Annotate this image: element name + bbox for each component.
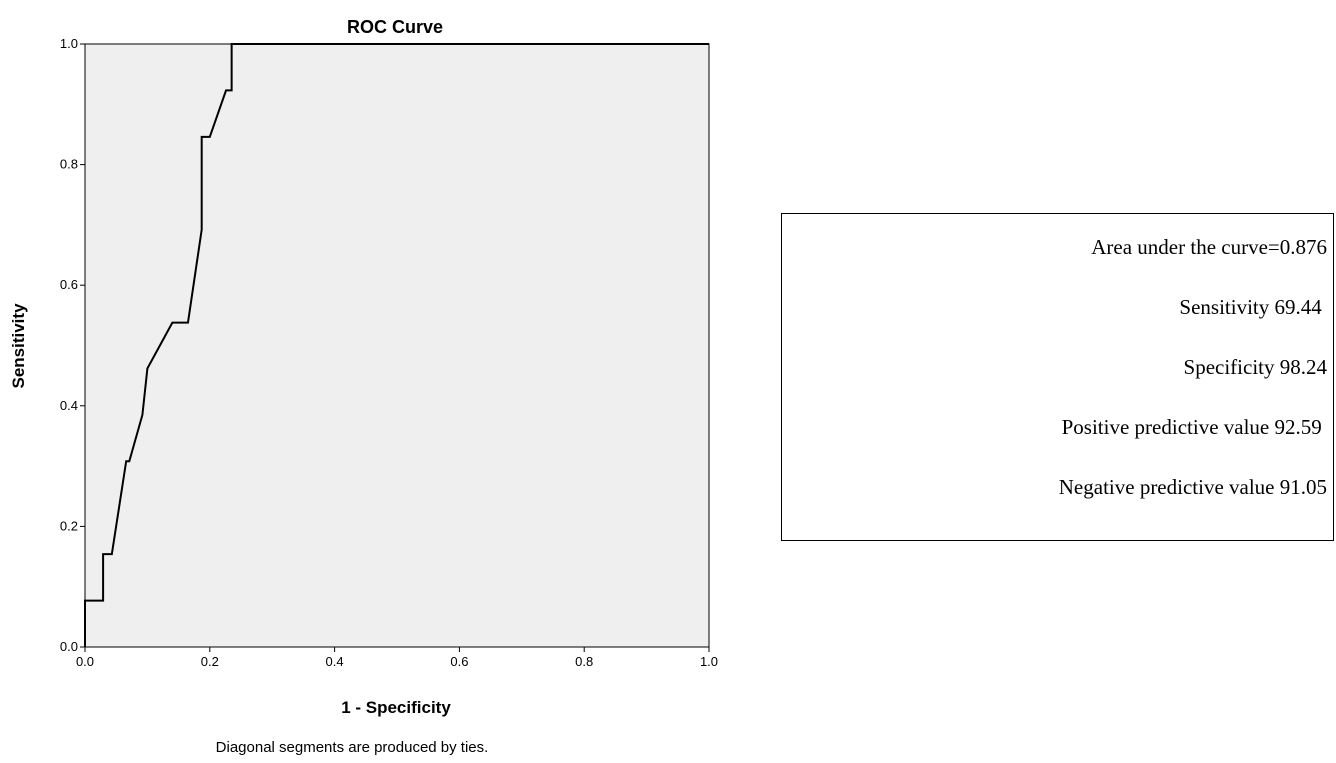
auc-text: Area under the curve=0.876 (1091, 235, 1327, 259)
ppv-text: Positive predictive value 92.59 (1061, 415, 1327, 439)
x-axis-label: 1 - Specificity (341, 698, 451, 717)
chart-footnote: Diagonal segments are produced by ties. (216, 739, 489, 756)
x-tick-label: 0.4 (326, 654, 344, 669)
chart-title: ROC Curve (347, 17, 443, 37)
x-tick-label: 0.0 (76, 654, 94, 669)
y-tick-label: 0.6 (60, 277, 78, 292)
y-tick-label: 1.0 (60, 36, 78, 51)
plot-area (84, 43, 710, 648)
npv-text: Negative predictive value 91.05 (1058, 475, 1327, 499)
y-tick-label: 0.8 (60, 157, 78, 172)
roc-chart: ROC Curve 0.0 0.2 0.4 0.6 0.8 1.0 0.0 0.2 0.4 0.6… (9, 17, 718, 756)
x-tick-label: 0.2 (201, 654, 219, 669)
y-tick-label: 0.0 (60, 639, 78, 654)
x-tick-label: 1.0 (700, 654, 718, 669)
roc-curve-line (84, 43, 709, 647)
x-tick-label: 0.6 (450, 654, 468, 669)
specificity-text: Specificity 98.24 (1183, 355, 1327, 379)
x-tick-label: 0.8 (575, 654, 593, 669)
axis-ticks: 0.0 0.2 0.4 0.6 0.8 1.0 0.0 0.2 0.4 0.6 0.8 1.0 (60, 36, 718, 669)
stats-box: Area under the curve=0.876 Sensitivity 6… (781, 213, 1334, 541)
y-tick-label: 0.2 (60, 518, 78, 533)
y-tick-label: 0.4 (60, 398, 78, 413)
sensitivity-text: Sensitivity 69.44 (1179, 295, 1327, 319)
y-axis-label: Sensitivity (9, 303, 28, 389)
